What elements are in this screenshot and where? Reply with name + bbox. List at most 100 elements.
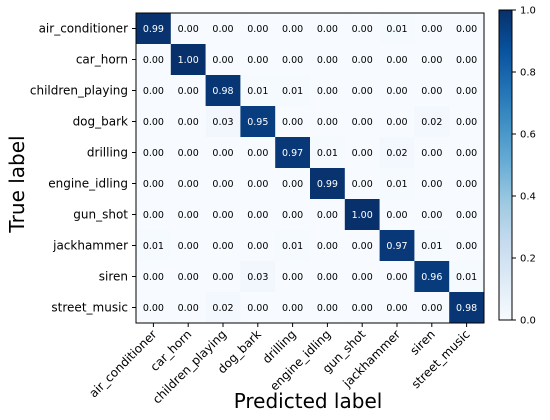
heatmap-cell [310,137,346,169]
cell-value-label: 0.00 [178,117,199,128]
cell-value-label: 0.00 [456,117,477,128]
cell-value-label: 0.00 [143,148,164,159]
cell-value-label: 0.00 [212,210,233,221]
cell-value-label: 0.97 [282,148,303,159]
cell-value-label: 0.00 [456,24,477,35]
heatmap-cell [310,106,346,138]
heatmap-cell [275,106,311,138]
cell-value-label: 0.00 [282,55,303,66]
colorbar-tick-label: 0.4 [520,192,536,203]
heatmap-cells [136,13,485,324]
heatmap-cell [344,75,380,107]
heatmap-cell [344,13,380,45]
heatmap-cell [379,261,415,293]
heatmap-cell [136,168,172,200]
heatmap-cell [414,292,450,324]
cell-value-label: 0.00 [421,86,442,97]
y-tick-label: street_music [51,301,128,315]
cell-value-label: 0.00 [178,303,199,314]
heatmap-cell [414,168,450,200]
heatmap-cell [136,261,172,293]
heatmap-cell [275,44,311,76]
heatmap-cell [379,44,415,76]
cell-value-label: 0.01 [456,272,477,283]
heatmap-cell [310,230,346,262]
cell-value-label: 0.02 [386,148,407,159]
heatmap-cell [205,106,241,138]
cell-value-label: 0.00 [143,55,164,66]
heatmap-cell [449,106,485,138]
cell-value-label: 0.00 [352,241,373,252]
cell-value-label: 0.00 [212,272,233,283]
cell-value-label: 0.00 [282,303,303,314]
cell-value-label: 0.00 [143,86,164,97]
heatmap-cell [275,75,311,107]
cell-value-label: 0.00 [282,117,303,128]
cell-value-label: 0.00 [282,272,303,283]
heatmap-cell [205,137,241,169]
heatmap-cell [310,168,346,200]
cell-value-label: 0.00 [282,210,303,221]
cell-value-label: 0.00 [247,55,268,66]
cell-value-label: 0.99 [143,24,164,35]
heatmap-cell [449,137,485,169]
heatmap-cell [205,292,241,324]
heatmap-cell [310,75,346,107]
cell-value-label: 0.00 [247,303,268,314]
cell-value-labels: 0.99 0.00 0.00 0.00 0.00 0.00 0.00 0.01 0.00 0.00… [143,24,477,314]
cell-value-label: 0.00 [352,148,373,159]
heatmap-cell [344,261,380,293]
cell-value-label: 0.99 [317,179,338,190]
cell-value-label: 0.00 [247,179,268,190]
cell-value-label: 0.01 [143,241,164,252]
y-tick-label: car_horn [76,53,128,67]
cell-value-label: 0.95 [247,117,268,128]
cell-value-label: 0.02 [212,303,233,314]
cell-value-label: 0.01 [386,179,407,190]
cell-value-label: 0.00 [421,303,442,314]
heatmap-cell [449,168,485,200]
cell-value-label: 0.00 [212,241,233,252]
heatmap-cell [379,75,415,107]
x-axis-label: Predicted label [234,389,383,413]
heatmap-cell [170,137,206,169]
y-tick-label: dog_bark [73,115,128,129]
colorbar-tick-label: 0.8 [520,68,536,79]
cell-value-label: 0.01 [421,241,442,252]
cell-value-label: 0.00 [178,272,199,283]
cell-value-label: 0.00 [143,117,164,128]
cell-value-label: 0.02 [421,117,442,128]
cell-value-label: 0.00 [352,86,373,97]
heatmap-cell [240,137,276,169]
cell-value-label: 0.01 [282,241,303,252]
heatmap-cell [170,261,206,293]
cell-value-label: 0.00 [386,86,407,97]
y-axis-ticks: air_conditioner car_horn children_playingd… [30,22,136,315]
cell-value-label: 0.00 [352,272,373,283]
cell-value-label: 0.00 [421,210,442,221]
cell-value-label: 0.00 [352,24,373,35]
cell-value-label: 0.00 [317,272,338,283]
heatmap-cell [449,75,485,107]
heatmap-cell [344,199,380,231]
heatmap-cell [379,106,415,138]
heatmap-cell [344,230,380,262]
cell-value-label: 0.03 [247,272,268,283]
cell-value-label: 0.00 [456,86,477,97]
heatmap-cell [344,44,380,76]
heatmap-cell [449,199,485,231]
cell-value-label: 0.00 [352,117,373,128]
heatmap-cell [240,230,276,262]
heatmap-cell [379,168,415,200]
y-tick-label: drilling [87,146,128,160]
cell-value-label: 0.97 [386,241,407,252]
heatmap-cell [344,106,380,138]
heatmap-cell [449,44,485,76]
y-tick-label: gun_shot [73,208,128,222]
cell-value-label: 0.00 [386,303,407,314]
heatmap-cell [414,13,450,45]
cell-value-label: 0.01 [386,24,407,35]
heatmap-cell [310,199,346,231]
cell-value-label: 0.01 [247,86,268,97]
cell-value-label: 0.00 [352,303,373,314]
